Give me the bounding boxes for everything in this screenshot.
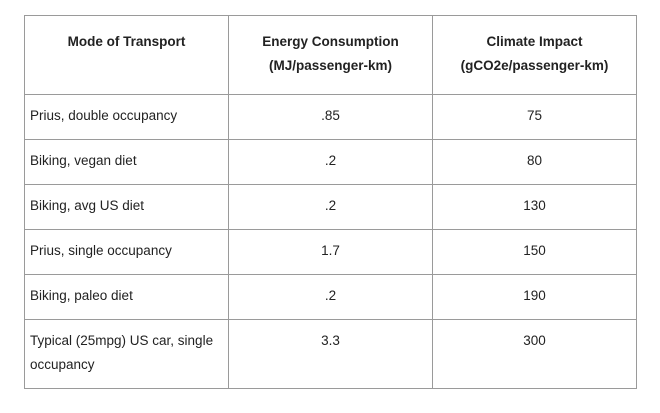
cell-climate: 300 — [432, 319, 637, 389]
cell-climate: 75 — [432, 94, 637, 140]
table-row: Typical (25mpg) US car, single occupancy… — [24, 319, 637, 389]
cell-mode: Typical (25mpg) US car, single occupancy — [24, 319, 229, 389]
header-row: Mode of Transport Energy Consumption (MJ… — [24, 15, 637, 95]
cell-climate: 150 — [432, 229, 637, 275]
cell-mode: Biking, vegan diet — [24, 139, 229, 185]
table-row: Biking, avg US diet .2 130 — [24, 184, 637, 230]
header-energy-line1: Energy Consumption — [262, 34, 399, 49]
cell-energy: 3.3 — [228, 319, 433, 389]
cell-mode: Prius, single occupancy — [24, 229, 229, 275]
cell-energy: .2 — [228, 274, 433, 320]
cell-energy: .85 — [228, 94, 433, 140]
header-mode-line1: Mode of Transport — [67, 34, 186, 49]
table-body: Prius, double occupancy .85 75 Biking, v… — [24, 94, 637, 389]
cell-energy: .2 — [228, 184, 433, 230]
cell-energy: .2 — [228, 139, 433, 185]
header-energy-consumption: Energy Consumption (MJ/passenger-km) — [228, 15, 433, 95]
cell-climate: 190 — [432, 274, 637, 320]
cell-mode: Biking, paleo diet — [24, 274, 229, 320]
header-climate-line1: Climate Impact — [486, 34, 583, 49]
cell-energy: 1.7 — [228, 229, 433, 275]
table-row: Prius, double occupancy .85 75 — [24, 94, 637, 140]
header-climate-unit: (gCO2e/passenger-km) — [460, 58, 609, 73]
header-energy-unit: (MJ/passenger-km) — [268, 58, 393, 73]
cell-mode: Biking, avg US diet — [24, 184, 229, 230]
table-header: Mode of Transport Energy Consumption (MJ… — [24, 15, 637, 95]
cell-climate: 130 — [432, 184, 637, 230]
header-mode-of-transport: Mode of Transport — [24, 15, 229, 95]
header-climate-impact: Climate Impact (gCO2e/passenger-km) — [432, 15, 637, 95]
cell-mode: Prius, double occupancy — [24, 94, 229, 140]
transport-comparison-table: Mode of Transport Energy Consumption (MJ… — [24, 15, 637, 389]
table-row: Biking, paleo diet .2 190 — [24, 274, 637, 320]
table-row: Prius, single occupancy 1.7 150 — [24, 229, 637, 275]
table-row: Biking, vegan diet .2 80 — [24, 139, 637, 185]
cell-climate: 80 — [432, 139, 637, 185]
